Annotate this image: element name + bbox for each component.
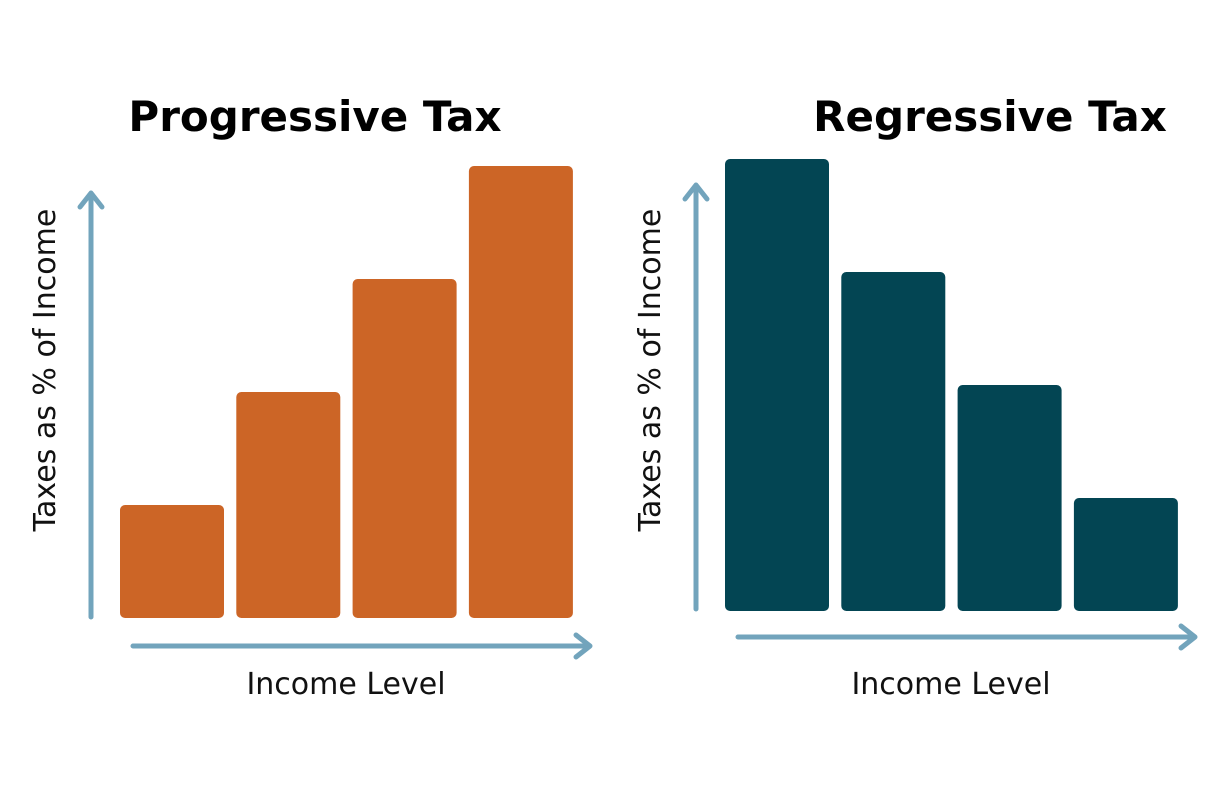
chart-title: Regressive Tax xyxy=(813,92,1167,141)
regressive-tax-chart: Regressive Tax Taxes as % of Income Inco… xyxy=(633,92,1198,702)
x-axis-label: Income Level xyxy=(246,667,445,702)
y-axis-arrow xyxy=(77,190,105,620)
x-axis-arrow xyxy=(735,623,1198,651)
bar xyxy=(120,505,224,618)
chart-title: Progressive Tax xyxy=(128,92,501,141)
y-axis-arrow xyxy=(682,182,710,612)
progressive-tax-chart: Progressive Tax Taxes as % of Income Inc… xyxy=(28,92,593,702)
bar xyxy=(468,166,573,618)
y-axis-label: Taxes as % of Income xyxy=(633,209,668,533)
x-axis-arrow xyxy=(130,632,593,660)
bar xyxy=(352,279,457,618)
bars xyxy=(725,159,1178,611)
bars xyxy=(120,166,573,618)
bar xyxy=(725,159,829,611)
bar xyxy=(1073,498,1178,611)
x-axis-label: Income Level xyxy=(851,667,1050,702)
y-axis-label: Taxes as % of Income xyxy=(28,209,63,533)
bar xyxy=(957,385,1062,611)
bar xyxy=(236,392,341,618)
bar xyxy=(841,272,946,611)
